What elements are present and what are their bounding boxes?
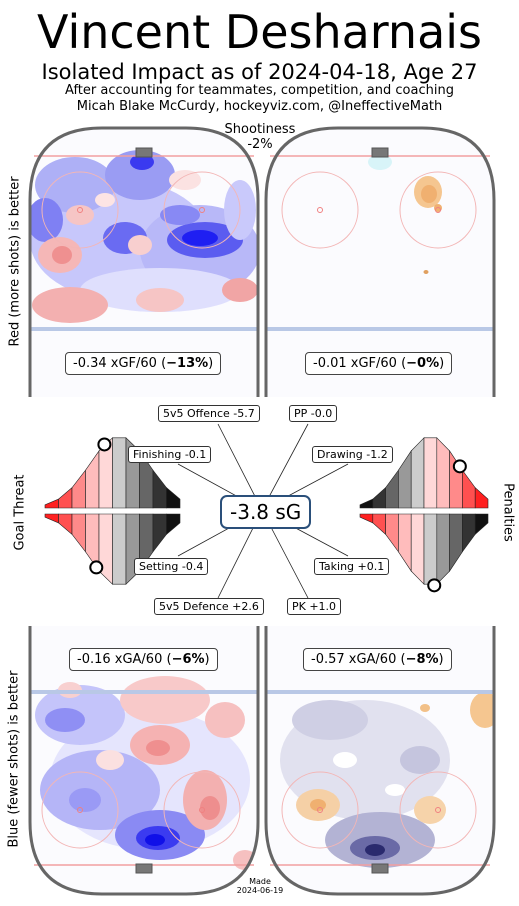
penalties-label: Penalties bbox=[500, 483, 516, 542]
component-5v5-defence: 5v5 Defence +2.6 bbox=[154, 598, 264, 615]
drawing-distribution-band bbox=[359, 498, 374, 509]
penalty-distributions bbox=[359, 437, 489, 593]
finishing-distribution-band bbox=[58, 487, 73, 509]
shootiness-label: Shootiness bbox=[224, 122, 296, 137]
offence-5v5-rink bbox=[28, 126, 260, 397]
taking-distribution-band bbox=[449, 513, 463, 573]
component-5v5-offence: 5v5 Offence -5.7 bbox=[158, 405, 260, 422]
shootiness-value: -2% bbox=[247, 137, 273, 152]
defence-5v5-heatmap bbox=[35, 676, 257, 870]
taking-distribution-band bbox=[359, 513, 374, 524]
setting-distribution-band bbox=[152, 513, 167, 553]
chart-subtitle: Isolated Impact as of 2024-04-18, Age 27 bbox=[41, 60, 478, 84]
finishing-distribution-band bbox=[152, 469, 167, 509]
component-pp: PP -0.0 bbox=[289, 405, 338, 422]
setting-distribution-band bbox=[166, 513, 181, 535]
goal-threat-label: Goal Threat bbox=[12, 474, 28, 551]
defence-pk-rate: -0.57 xGA/60 (−8%) bbox=[303, 648, 452, 671]
taking-distribution-band bbox=[436, 513, 450, 585]
component-pk: PK +1.0 bbox=[287, 598, 342, 615]
made-date-value: 2024-06-19 bbox=[236, 886, 284, 895]
drawing-distribution-band bbox=[410, 437, 425, 509]
offence-axis-label: Red (more shots) is better bbox=[7, 176, 23, 347]
offence-5v5-rate: -0.34 xGF/60 (−13%) bbox=[65, 352, 222, 375]
finishing-distribution-marker bbox=[97, 437, 112, 452]
component-drawing: Drawing -1.2 bbox=[312, 446, 393, 463]
author-credit: Micah Blake McCurdy, hockeyviz.com, @Ine… bbox=[76, 99, 443, 114]
setting-distribution-marker bbox=[89, 560, 104, 575]
taking-distribution-band bbox=[423, 513, 438, 585]
drawing-distribution-band bbox=[385, 469, 399, 509]
finishing-distribution-band bbox=[71, 469, 86, 509]
drawing-distribution-band bbox=[436, 437, 450, 509]
component-taking: Taking +0.1 bbox=[314, 558, 390, 575]
component-finishing: Finishing -0.1 bbox=[128, 446, 212, 463]
offence-pp-rate: -0.01 xGF/60 (−0%) bbox=[305, 352, 453, 375]
drawing-distribution-band bbox=[462, 469, 476, 509]
finishing-distribution-band bbox=[112, 437, 127, 509]
component-setting: Setting -0.4 bbox=[134, 558, 209, 575]
finishing-distribution-band bbox=[44, 498, 59, 509]
drawing-distribution-band bbox=[474, 487, 489, 509]
defence-5v5-rate: -0.16 xGA/60 (−6%) bbox=[69, 648, 218, 671]
drawing-distribution-band bbox=[423, 437, 438, 509]
offence-pp-rink bbox=[264, 126, 496, 397]
defence-pk-heatmap bbox=[280, 692, 494, 868]
drawing-distribution-band bbox=[372, 487, 386, 509]
finishing-distribution-band bbox=[85, 449, 100, 509]
offence-pp-heatmap bbox=[368, 154, 442, 274]
taking-distribution-band bbox=[372, 513, 386, 535]
setting-distribution-band bbox=[71, 513, 86, 553]
taking-distribution-band bbox=[410, 513, 425, 585]
defence-axis-label: Blue (fewer shots) is better bbox=[6, 670, 22, 848]
made-label: Made bbox=[249, 877, 271, 886]
defence-5v5-rink bbox=[28, 626, 260, 896]
setting-distribution-band bbox=[112, 513, 127, 585]
taking-distribution-band bbox=[474, 513, 489, 535]
setting-distribution-band bbox=[44, 513, 59, 524]
defence-pk-rink bbox=[264, 626, 496, 896]
taking-distribution-band bbox=[385, 513, 399, 553]
setting-distribution-band bbox=[58, 513, 73, 535]
offence-5v5-heatmap bbox=[30, 150, 258, 323]
total-sg-value: -3.8 sG bbox=[220, 495, 312, 529]
taking-distribution-band bbox=[462, 513, 476, 553]
taking-distribution-band bbox=[398, 513, 412, 573]
shootiness-readout: Shootiness -2% bbox=[210, 122, 310, 152]
goal-threat-distributions bbox=[44, 437, 181, 585]
drawing-distribution-marker bbox=[452, 459, 467, 474]
finishing-distribution-band bbox=[166, 487, 181, 509]
setting-distribution-band bbox=[98, 513, 113, 585]
taking-distribution-marker bbox=[427, 578, 442, 593]
adjustment-note: After accounting for teammates, competit… bbox=[65, 83, 454, 98]
drawing-distribution-band bbox=[398, 449, 412, 509]
player-name: Vincent Desharnais bbox=[36, 5, 483, 59]
made-date: Made 2024-06-19 bbox=[228, 877, 292, 895]
